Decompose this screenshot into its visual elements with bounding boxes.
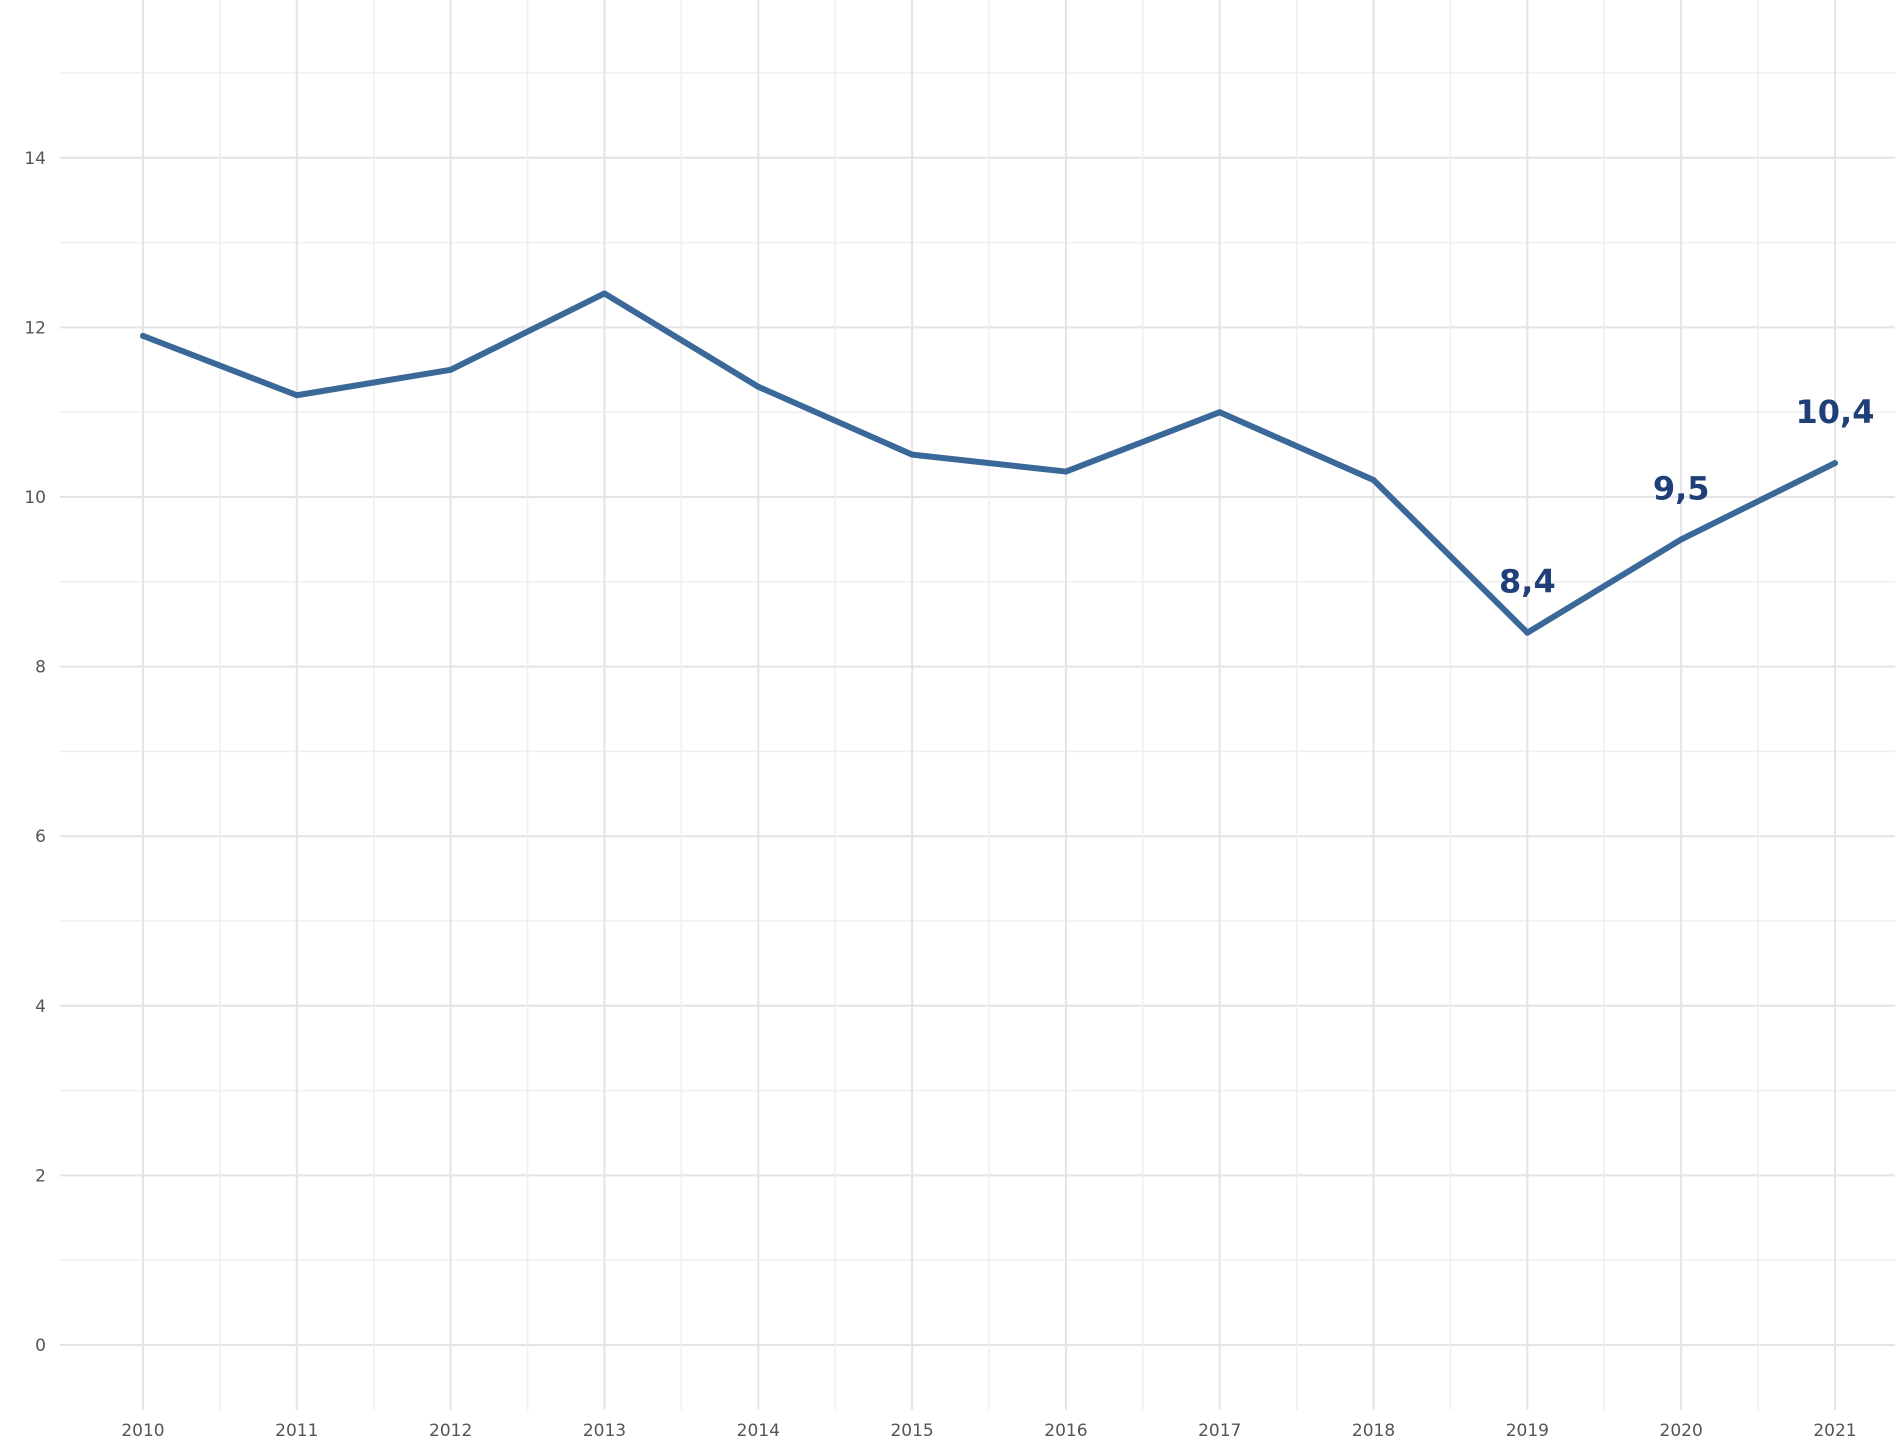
grid: [60, 0, 1895, 1410]
x-tick-label: 2014: [737, 1421, 780, 1441]
data-point: [293, 392, 300, 399]
series: [140, 290, 1838, 636]
y-tick-label: 10: [24, 488, 46, 508]
x-tick-label: 2010: [121, 1421, 164, 1441]
data-labels: 8,4 9,5 10,4: [1499, 393, 1874, 601]
y-tick-label: 2: [35, 1166, 46, 1186]
x-tick-label: 2011: [275, 1421, 318, 1441]
y-tick-label: 4: [35, 997, 46, 1017]
x-tick-label: 2018: [1352, 1421, 1395, 1441]
x-tick-label: 2021: [1813, 1421, 1856, 1441]
data-point: [1216, 409, 1223, 416]
y-tick-label: 8: [35, 658, 46, 678]
y-tick-label: 12: [24, 318, 46, 338]
y-tick-label: 0: [35, 1336, 46, 1356]
x-tick-label: 2019: [1506, 1421, 1549, 1441]
series-line: [140, 290, 1838, 636]
data-point: [755, 383, 762, 390]
data-label: 9,5: [1653, 469, 1710, 507]
data-point: [601, 290, 608, 297]
x-tick-label: 2012: [429, 1421, 472, 1441]
x-tick-label: 2015: [890, 1421, 933, 1441]
data-point: [1062, 468, 1069, 475]
data-point: [1370, 477, 1377, 484]
data-point: [909, 451, 916, 458]
data-point: [1832, 460, 1838, 467]
y-tick-label: 6: [35, 827, 46, 847]
data-point: [1678, 536, 1685, 543]
x-tick-label: 2017: [1198, 1421, 1241, 1441]
y-tick-label: 14: [24, 149, 46, 169]
x-tick-label: 2016: [1044, 1421, 1087, 1441]
x-tick-label: 2020: [1660, 1421, 1703, 1441]
data-point: [140, 332, 146, 339]
axes: 0 2 4 6 8 10 12 14 2010 2011 2012 2013 2014 2015 2016 2…: [24, 149, 1856, 1441]
data-point: [447, 366, 454, 373]
data-label: 8,4: [1499, 563, 1556, 601]
data-label: 10,4: [1796, 393, 1875, 431]
data-point: [1524, 629, 1531, 636]
x-tick-label: 2013: [583, 1421, 626, 1441]
